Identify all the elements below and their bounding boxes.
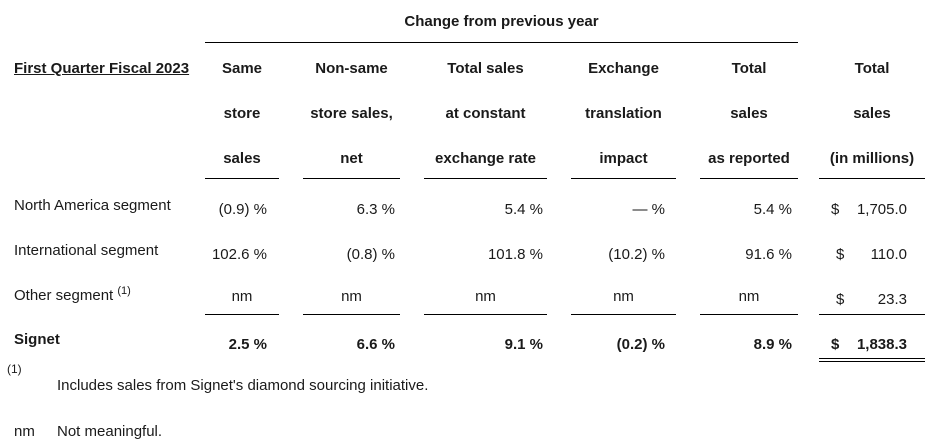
cell-constant: 9.1 % (504, 336, 543, 353)
cell-amount: 1,838.3 (856, 336, 907, 353)
total-rule (424, 314, 547, 315)
cell-amount: 1,705.0 (856, 201, 907, 218)
col-header-total-2: sales (853, 105, 891, 122)
col-header-non-same-1: Non-same (315, 60, 388, 77)
cell-same-store: (0.9) % (218, 201, 267, 218)
cell-reported: 8.9 % (753, 336, 792, 353)
col-header-total-3: (in millions) (829, 150, 915, 167)
cell-reported: 91.6 % (745, 246, 792, 263)
cell-same-store: 2.5 % (228, 336, 267, 353)
grand-total-double-rule (819, 358, 925, 362)
cell-exchange: — % (632, 201, 665, 218)
col-header-same-store-1: Same (221, 60, 263, 77)
total-rule (303, 314, 400, 315)
footnote-text-2: Not meaningful. (57, 423, 163, 440)
footnote-marker-2: nm (14, 423, 35, 440)
col-header-constant-1: Total sales (447, 60, 524, 77)
col-header-exchange-3: impact (599, 150, 648, 167)
header-rule (303, 178, 400, 179)
header-rule (205, 178, 279, 179)
cell-constant: nm (475, 288, 496, 305)
cell-reported: 5.4 % (753, 201, 792, 218)
col-header-non-same-2: store sales, (310, 105, 393, 122)
cell-constant: 101.8 % (487, 246, 543, 263)
cell-exchange: nm (613, 288, 634, 305)
col-header-same-store-3: sales (223, 150, 261, 167)
cell-exchange: (10.2) % (608, 246, 665, 263)
row-label-international: International segment (14, 242, 159, 259)
col-header-constant-2: at constant (445, 105, 526, 122)
cell-same-store: 102.6 % (211, 246, 267, 263)
super-header-rule (205, 42, 798, 43)
cell-non-same: 6.6 % (356, 336, 395, 353)
cell-same-store: nm (231, 288, 253, 305)
header-rule (819, 178, 925, 179)
cell-amount: 110.0 (870, 246, 907, 263)
cell-non-same: (0.8) % (346, 246, 395, 263)
cell-exchange: (0.2) % (616, 336, 665, 353)
total-rule (205, 314, 279, 315)
cell-currency: $ (836, 291, 845, 308)
col-header-reported-3: as reported (708, 150, 790, 167)
row-label-north-america: North America segment (14, 197, 171, 214)
cell-currency: $ (831, 201, 840, 218)
col-header-reported-1: Total (731, 60, 767, 77)
total-rule (819, 314, 925, 315)
total-rule (700, 314, 798, 315)
row-label-other: Other segment (1) (14, 285, 131, 305)
col-header-exchange-2: translation (585, 105, 662, 122)
footnote-text-1: Includes sales from Signet's diamond sou… (57, 377, 429, 394)
col-header-non-same-3: net (340, 150, 363, 167)
cell-non-same: nm (341, 288, 362, 305)
cell-currency: $ (836, 246, 845, 263)
footnote-marker-1: (1) (7, 362, 22, 376)
row-label-other-text: Other segment (14, 287, 114, 304)
col-header-exchange-1: Exchange (588, 60, 659, 77)
cell-constant: 5.4 % (504, 201, 543, 218)
header-rule (424, 178, 547, 179)
cell-non-same: 6.3 % (356, 201, 395, 218)
cell-amount: 23.3 (877, 291, 907, 308)
cell-currency: $ (831, 336, 840, 353)
footnote-ref: (1) (117, 285, 131, 297)
period-label: First Quarter Fiscal 2023 (14, 60, 190, 77)
cell-reported: nm (738, 288, 760, 305)
col-header-same-store-2: store (223, 105, 261, 122)
header-rule (571, 178, 676, 179)
super-header: Change from previous year (404, 13, 599, 30)
total-rule (571, 314, 676, 315)
col-header-reported-2: sales (730, 105, 768, 122)
row-label-signet: Signet (14, 331, 60, 348)
header-rule (700, 178, 798, 179)
col-header-total-1: Total (854, 60, 890, 77)
col-header-constant-3: exchange rate (435, 150, 536, 167)
